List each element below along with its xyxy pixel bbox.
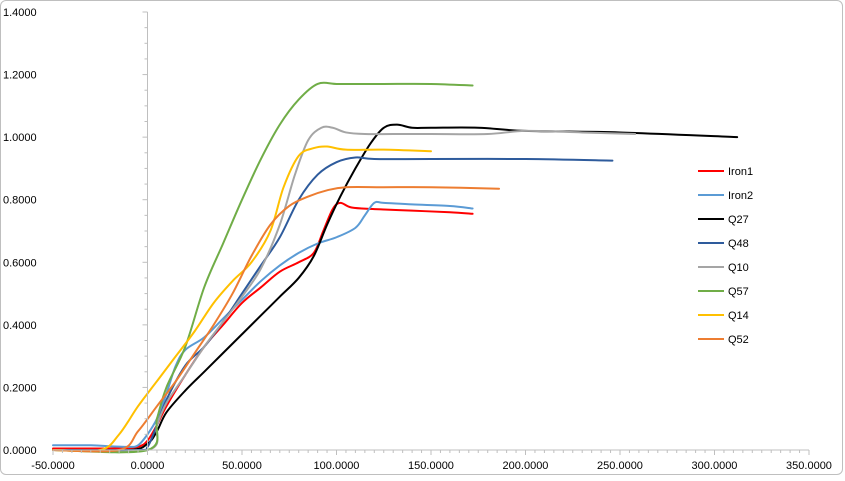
legend-label-iron2: Iron2 (728, 190, 753, 202)
x-tick-label: 350.0000 (786, 460, 832, 472)
legend-label-q57: Q57 (728, 286, 749, 298)
x-tick-label: 250.0000 (597, 460, 643, 472)
y-tick-label: 0.4000 (3, 320, 37, 332)
series-line-q57 (52, 81, 474, 454)
legend-label-q27: Q27 (728, 214, 749, 226)
x-tick-label: 50.0000 (222, 460, 262, 472)
legend-label-q14: Q14 (728, 310, 749, 322)
x-tick-label: 200.0000 (503, 460, 549, 472)
y-tick-label: 0.0000 (3, 445, 37, 457)
series-line-q10 (52, 125, 637, 453)
x-tick-labels: -50.0000 0.0000 50.0000 100.0000 150.0000 200… (31, 460, 832, 472)
legend-label-q48: Q48 (728, 238, 749, 250)
y-tick-labels: 0.0000 0.2000 0.4000 0.6000 0.8000 1.0000 1.20… (3, 7, 37, 457)
y-tick-label: 0.2000 (3, 382, 37, 394)
series-line-q14 (52, 145, 432, 453)
x-tick-label: 300.0000 (692, 460, 738, 472)
series-line-q27 (52, 123, 739, 452)
series-line-iron2 (52, 200, 474, 448)
series-line-q52 (52, 185, 501, 453)
legend-label-q52: Q52 (728, 334, 749, 346)
x-tick-label: 0.0000 (131, 460, 165, 472)
x-tick-label: 150.0000 (408, 460, 454, 472)
legend: Iron1 Iron2 Q27 Q48 Q10 Q57 Q14 Q52 (698, 166, 753, 346)
x-tick-label: 100.0000 (314, 460, 360, 472)
x-tick-label: -50.0000 (31, 460, 74, 472)
legend-label-iron1: Iron1 (728, 166, 753, 178)
y-tick-label: 0.6000 (3, 257, 37, 269)
y-tick-label: 1.2000 (3, 70, 37, 82)
y-tick-label: 1.4000 (3, 7, 37, 19)
plot-lines (52, 81, 739, 454)
y-tick-label: 0.8000 (3, 195, 37, 207)
y-tick-label: 1.0000 (3, 132, 37, 144)
axes (52, 11, 810, 455)
legend-label-q10: Q10 (728, 262, 749, 274)
series-line-iron1 (52, 201, 474, 450)
